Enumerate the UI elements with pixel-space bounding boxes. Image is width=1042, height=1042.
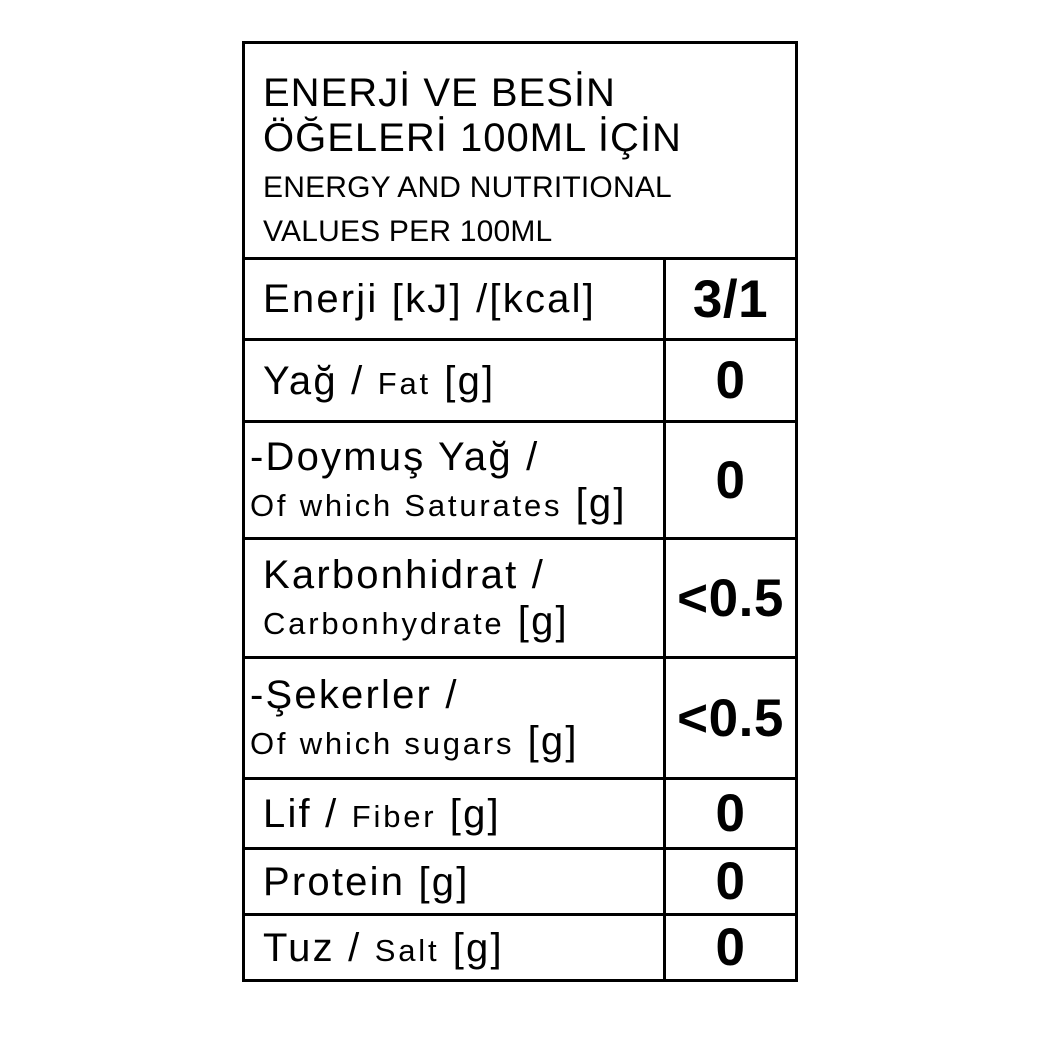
nutrition-table: ENERJİ VE BESİN ÖĞELERİ 100ML İÇİN ENERG…: [242, 41, 798, 982]
title-en-line1: ENERGY AND NUTRITIONAL: [263, 171, 672, 204]
row-label-salt: Tuz / Salt [g]: [245, 916, 663, 979]
table-row-sugars: -Şekerler / Of which sugars [g] <0.5: [245, 656, 795, 777]
label-text-segment: -Doymuş Yağ /: [250, 435, 540, 479]
label-text-segment: [g]: [430, 358, 496, 403]
row-label-saturated-fat: -Doymuş Yağ / Of which Saturates [g]: [245, 423, 663, 537]
row-label-line: -Doymuş Yağ /: [250, 434, 663, 480]
row-label-line: Of which sugars [g]: [250, 718, 663, 764]
label-text-segment: Karbonhidrat /: [263, 553, 546, 597]
row-label-sugars: -Şekerler / Of which sugars [g]: [245, 659, 663, 777]
title-tr-line1: ENERJİ VE BESİN: [263, 71, 616, 115]
row-value-sugars: <0.5: [663, 659, 795, 777]
row-value-fiber: 0: [663, 780, 795, 847]
row-label-protein: Protein [g]: [245, 850, 663, 913]
row-value-protein: 0: [663, 850, 795, 913]
table-row-saturated-fat: -Doymuş Yağ / Of which Saturates [g] 0: [245, 420, 795, 537]
label-text-segment: [g]: [504, 599, 569, 643]
title-tr-line2: ÖĞELERİ 100ML İÇİN: [263, 116, 682, 160]
label-text-segment: -Şekerler /: [250, 673, 459, 717]
table-header: ENERJİ VE BESİN ÖĞELERİ 100ML İÇİN ENERG…: [245, 44, 795, 257]
rows-container: Enerji [kJ] /[kcal] 3/1 Yağ / Fat [g] 0 -Doy…: [245, 257, 795, 979]
row-label-line: -Şekerler /: [250, 672, 663, 718]
title-english: ENERGY AND NUTRITIONAL VALUES PER 100ML: [263, 166, 781, 254]
table-row-protein: Protein [g] 0: [245, 847, 795, 913]
row-value-saturated-fat: 0: [663, 423, 795, 537]
label-text-segment: [g]: [562, 481, 627, 525]
row-label-line: Carbonhydrate [g]: [263, 598, 663, 644]
row-label-fiber: Lif / Fiber [g]: [245, 780, 663, 847]
table-row-energy: Enerji [kJ] /[kcal] 3/1: [245, 257, 795, 338]
row-label-line: Enerji [kJ] /[kcal]: [263, 276, 663, 322]
label-text-segment: Of which Saturates: [250, 488, 563, 523]
table-row-salt: Tuz / Salt [g] 0: [245, 913, 795, 979]
label-text-segment: Enerji [kJ] /[kcal]: [263, 277, 596, 321]
label-text-segment: [g]: [436, 791, 501, 836]
table-row-fat: Yağ / Fat [g] 0: [245, 338, 795, 420]
label-text-segment: Of which sugars: [250, 726, 515, 761]
label-text-segment: [g]: [514, 719, 579, 763]
row-label-line: Karbonhidrat /: [263, 552, 663, 598]
row-value-salt: 0: [663, 916, 795, 979]
row-label-line: Tuz / Salt [g]: [263, 925, 663, 971]
label-text-segment: Fiber: [351, 798, 437, 834]
title-en-line2: VALUES PER 100ML: [263, 215, 553, 248]
table-row-carbohydrate: Karbonhidrat / Carbonhydrate [g] <0.5: [245, 537, 795, 656]
label-text-segment: Salt: [374, 932, 440, 968]
row-value-fat: 0: [663, 341, 795, 420]
title-turkish: ENERJİ VE BESİN ÖĞELERİ 100ML İÇİN: [263, 71, 781, 161]
row-label-energy: Enerji [kJ] /[kcal]: [245, 260, 663, 338]
label-text-segment: Fat: [377, 365, 431, 401]
row-value-carbohydrate: <0.5: [663, 540, 795, 656]
row-label-line: Of which Saturates [g]: [250, 480, 663, 526]
label-text-segment: Yağ /: [263, 358, 378, 403]
label-text-segment: Tuz /: [263, 925, 375, 970]
table-row-fiber: Lif / Fiber [g] 0: [245, 777, 795, 847]
row-value-energy: 3/1: [663, 260, 795, 338]
row-label-line: Yağ / Fat [g]: [263, 358, 663, 404]
label-text-segment: [g]: [439, 925, 504, 970]
row-label-line: Protein [g]: [263, 859, 663, 905]
label-text-segment: Protein [g]: [263, 859, 470, 904]
row-label-fat: Yağ / Fat [g]: [245, 341, 663, 420]
label-text-segment: Lif /: [263, 791, 352, 836]
row-label-carbohydrate: Karbonhidrat / Carbonhydrate [g]: [245, 540, 663, 656]
row-label-line: Lif / Fiber [g]: [263, 791, 663, 837]
label-text-segment: Carbonhydrate: [263, 606, 505, 641]
